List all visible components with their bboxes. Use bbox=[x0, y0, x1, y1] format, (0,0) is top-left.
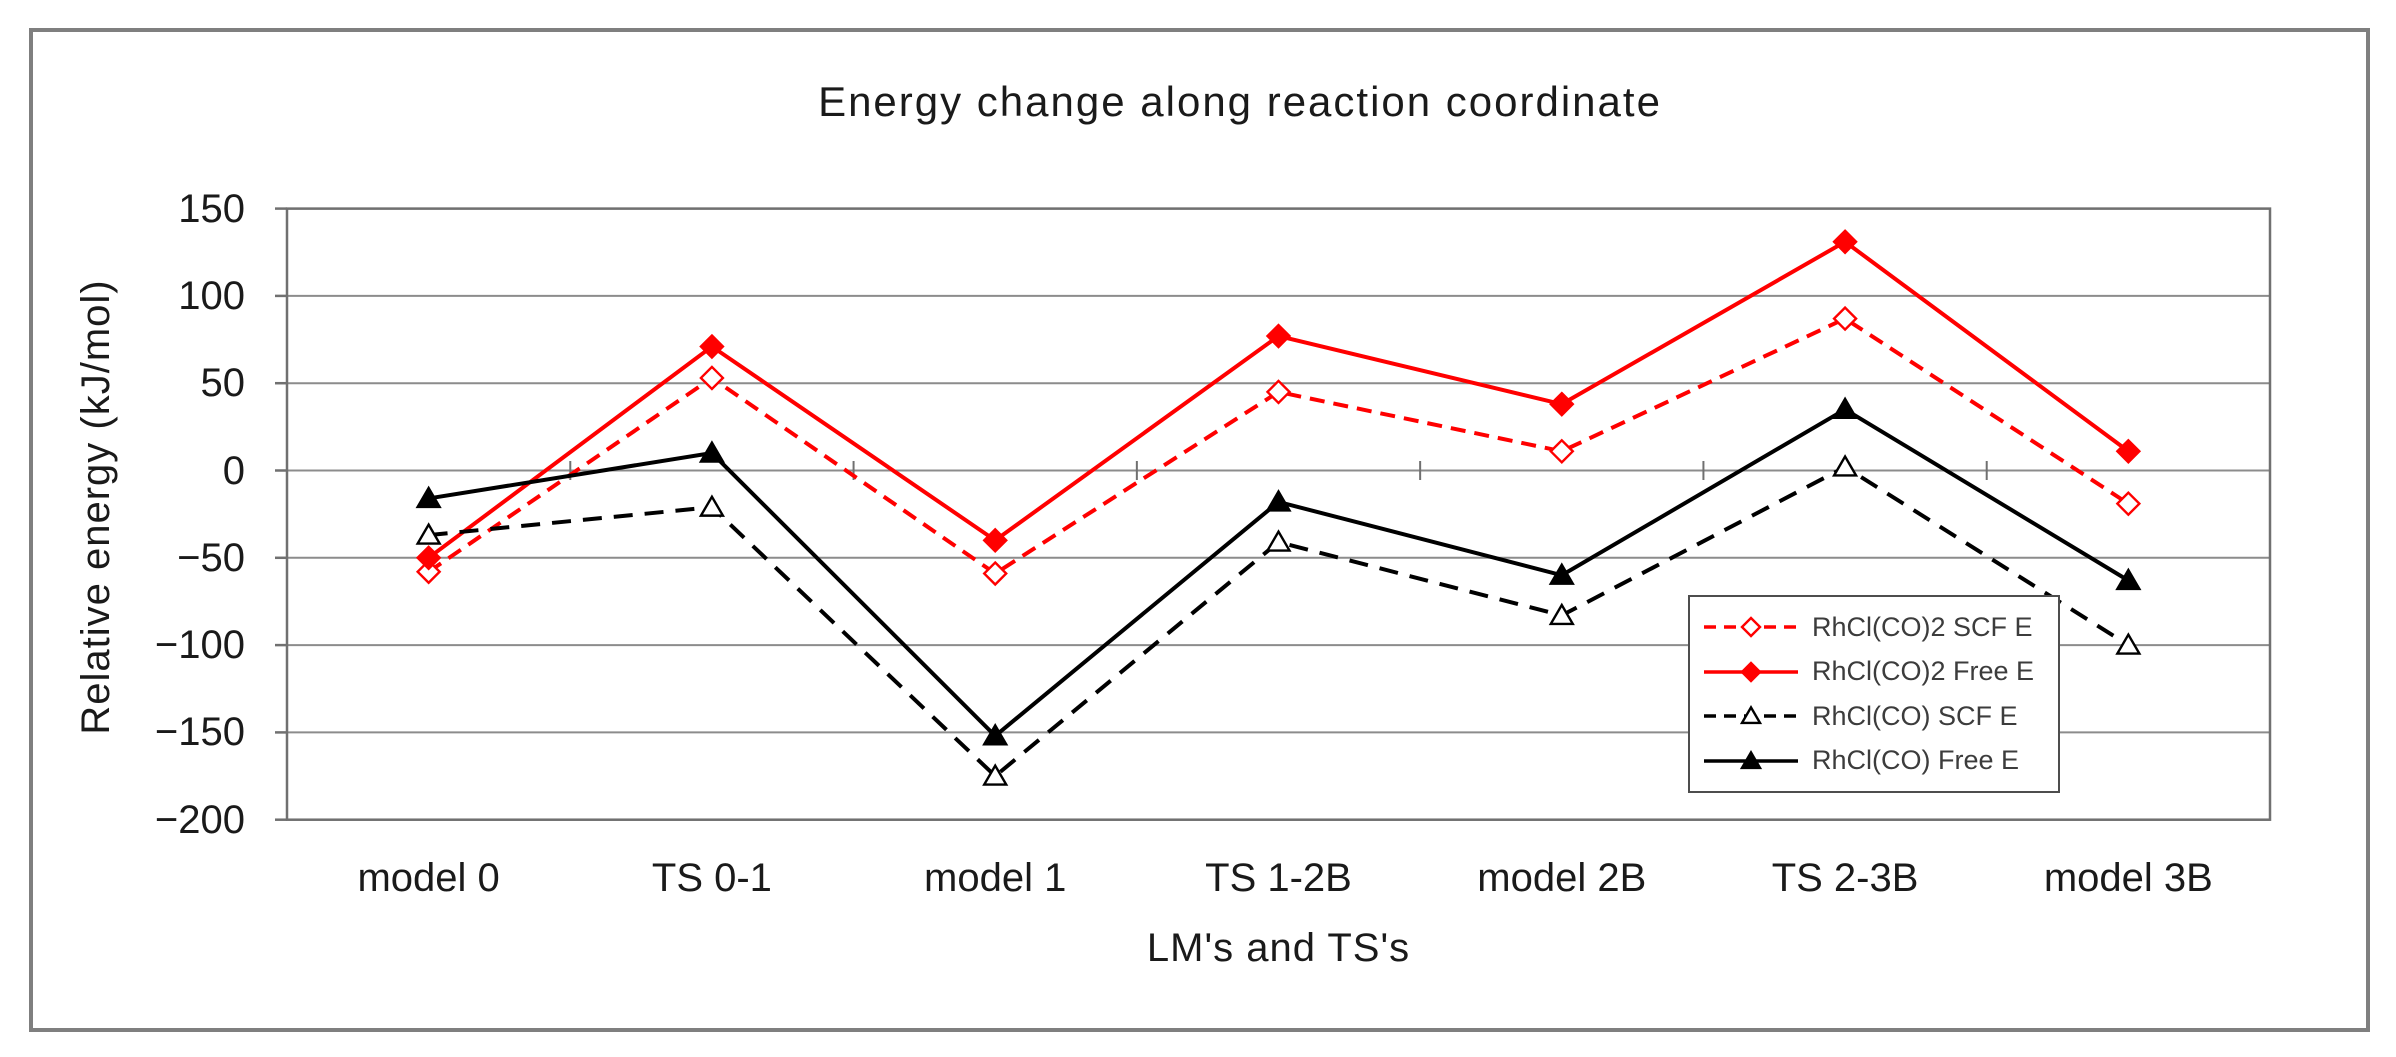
y-tick-label: 100 bbox=[178, 273, 245, 318]
data-point-marker bbox=[1548, 562, 1575, 585]
y-tick-label: −100 bbox=[154, 623, 245, 668]
x-tick-label: model 0 bbox=[357, 856, 500, 900]
legend-item: RhCl(CO) Free E bbox=[1702, 745, 2046, 776]
legend-sample-icon bbox=[1704, 616, 1798, 638]
data-point-marker bbox=[1831, 454, 1859, 477]
x-tick-label: TS 1-2B bbox=[1205, 856, 1352, 900]
legend-label: RhCl(CO) SCF E bbox=[1812, 700, 2018, 731]
x-tick-label: TS 0-1 bbox=[651, 856, 772, 900]
y-tick-label: 150 bbox=[178, 186, 245, 231]
x-axis-title: LM's and TS's bbox=[1146, 926, 1411, 970]
data-point-marker bbox=[1832, 229, 1858, 255]
legend-item: RhCl(CO) SCF E bbox=[1702, 701, 2046, 732]
y-tick-label: 50 bbox=[200, 361, 246, 406]
legend-label: RhCl(CO)2 SCF E bbox=[1812, 611, 2033, 642]
data-point-marker bbox=[698, 494, 726, 517]
legend-label: RhCl(CO)2 Free E bbox=[1812, 656, 2035, 687]
data-point-marker bbox=[1549, 391, 1575, 417]
legend-sample-icon bbox=[1704, 661, 1798, 683]
data-point-marker bbox=[1549, 438, 1575, 464]
data-point-marker bbox=[1548, 602, 1575, 626]
data-point-marker bbox=[415, 559, 442, 585]
legend-sample-icon bbox=[1704, 749, 1798, 769]
data-point-marker bbox=[2115, 438, 2142, 464]
legend-sample-icon bbox=[1704, 705, 1798, 725]
data-point-marker bbox=[982, 723, 1009, 746]
data-point-marker bbox=[1265, 323, 1292, 349]
x-tick-label: model 1 bbox=[924, 856, 1067, 900]
data-point-marker bbox=[1831, 396, 1859, 420]
figure-border bbox=[29, 28, 2370, 1032]
y-tick-label: 0 bbox=[222, 448, 245, 493]
y-tick-label: −200 bbox=[154, 797, 245, 842]
legend-label: RhCl(CO) Free E bbox=[1812, 745, 2020, 776]
x-tick-label: TS 2-3B bbox=[1771, 856, 1919, 900]
y-tick-label: −150 bbox=[154, 710, 245, 755]
x-tick-label: model 3B bbox=[2043, 856, 2213, 900]
data-point-marker bbox=[1265, 489, 1292, 512]
data-point-marker bbox=[1265, 529, 1292, 552]
data-point-marker bbox=[699, 333, 725, 360]
data-point-marker bbox=[415, 545, 442, 571]
data-point-marker bbox=[1265, 379, 1292, 405]
data-point-marker bbox=[982, 560, 1008, 587]
chart-title: Energy change along reaction coordinate bbox=[818, 78, 1662, 125]
data-point-marker bbox=[698, 440, 726, 463]
data-point-marker bbox=[2115, 632, 2142, 655]
legend-item: RhCl(CO)2 SCF E bbox=[1702, 612, 2046, 643]
data-point-marker bbox=[1832, 305, 1858, 332]
data-point-marker bbox=[2115, 567, 2142, 591]
data-point-marker bbox=[415, 522, 442, 545]
x-tick-label: model 2B bbox=[1477, 856, 1647, 900]
y-tick-label: −50 bbox=[177, 535, 245, 580]
data-point-marker bbox=[982, 527, 1008, 554]
data-point-marker bbox=[415, 485, 442, 509]
data-point-marker bbox=[982, 763, 1009, 786]
data-point-marker bbox=[2115, 490, 2142, 517]
chart-legend: RhCl(CO)2 SCF E RhCl(CO)2 Free E RhCl(CO… bbox=[1688, 595, 2060, 793]
data-point-marker bbox=[699, 365, 725, 391]
legend-item: RhCl(CO)2 Free E bbox=[1702, 656, 2046, 687]
